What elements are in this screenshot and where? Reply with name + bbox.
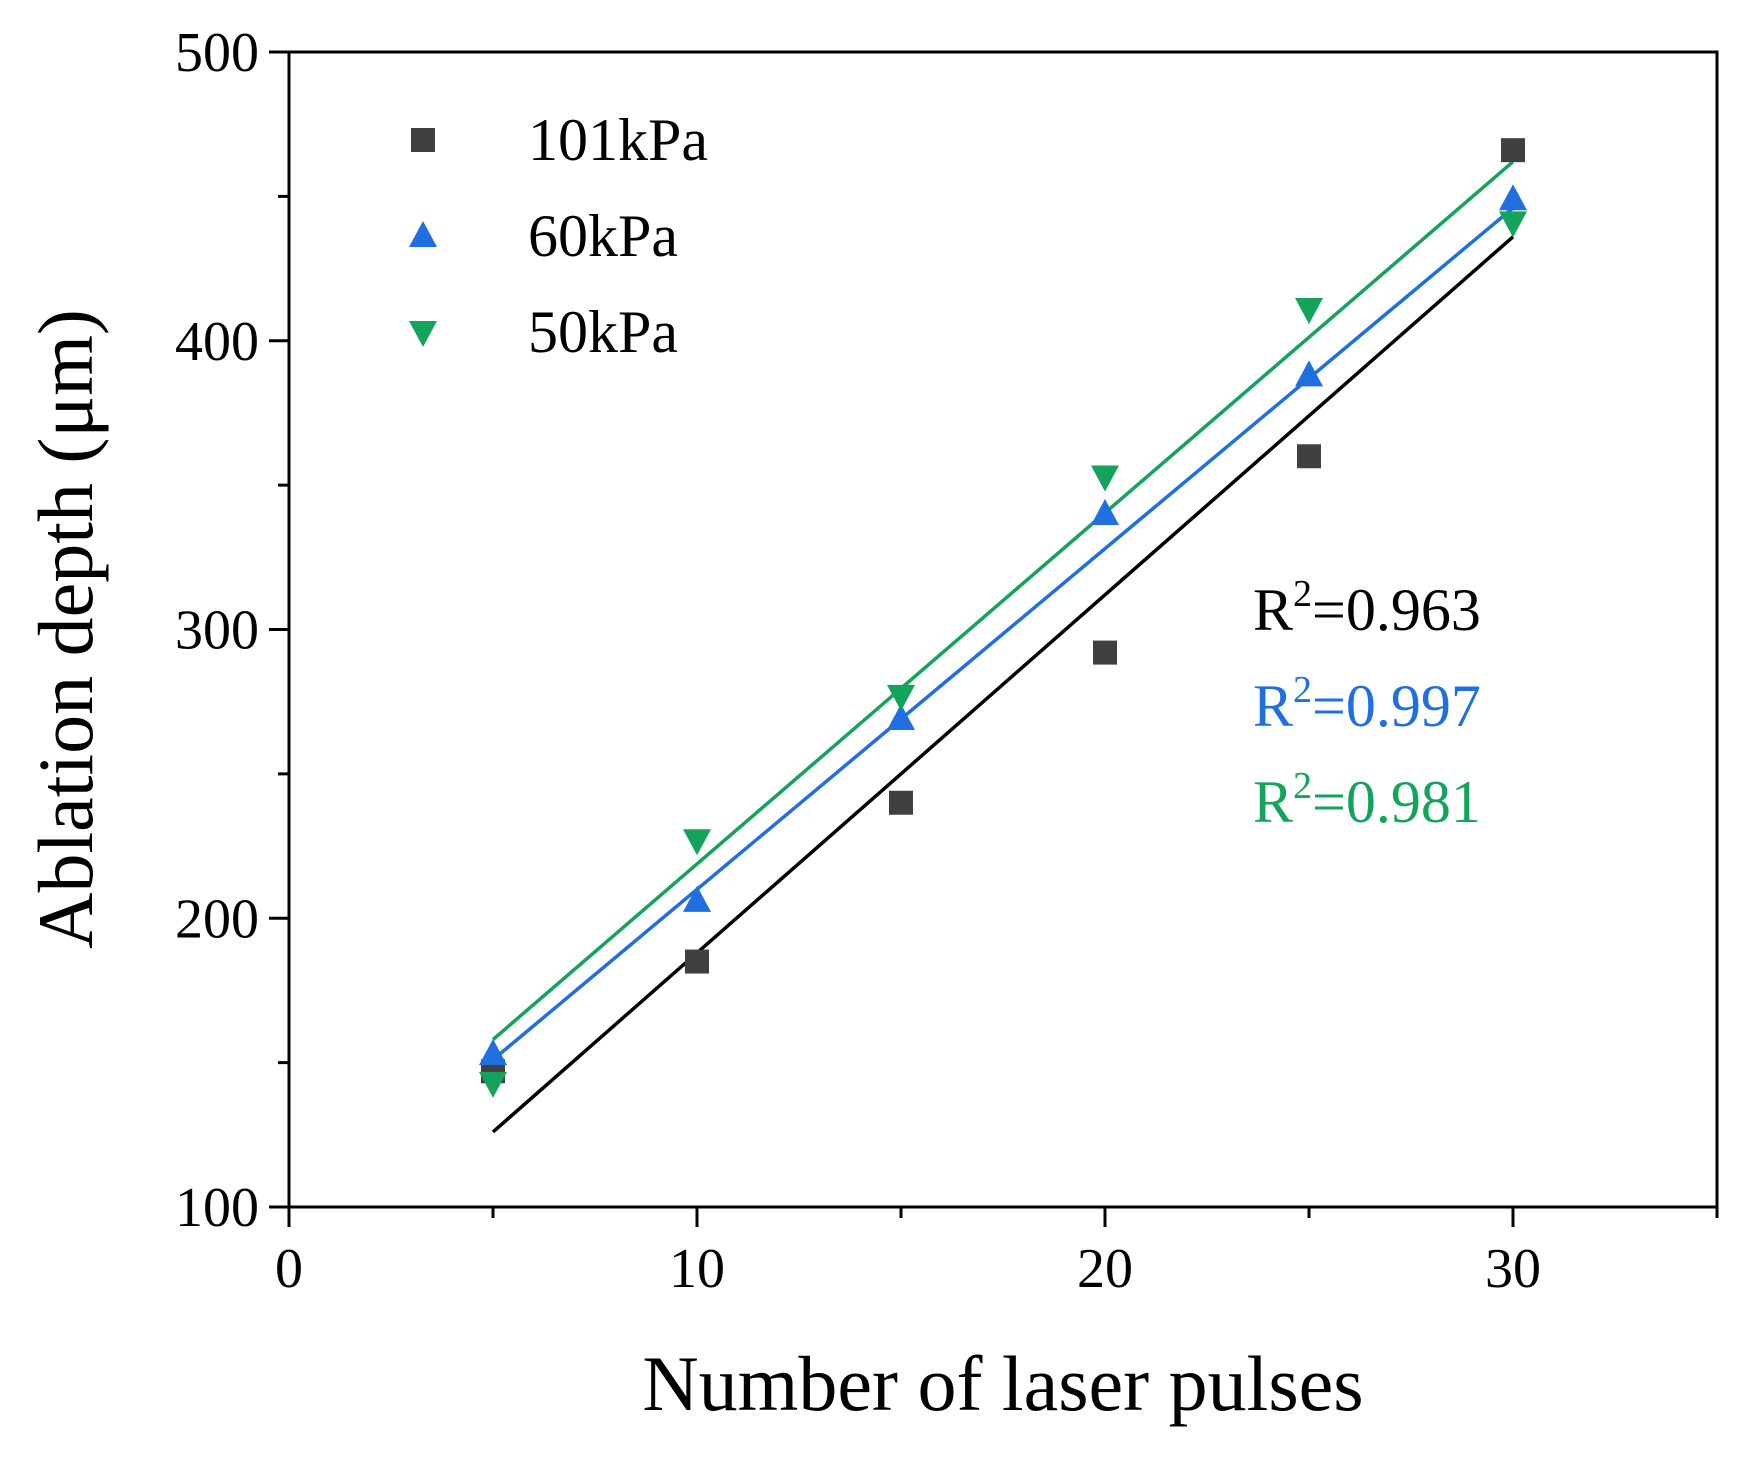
y-axis-title: Ablation depth (μm)	[22, 309, 109, 949]
point-50kpa	[1295, 297, 1323, 324]
y-tick-label: 500	[175, 22, 259, 84]
point-60kpa	[1295, 360, 1323, 387]
r2-label-50kpa: R2=0.981	[1253, 765, 1481, 835]
ticks	[269, 50, 1719, 1227]
y-tick-label: 200	[175, 888, 259, 950]
point-50kpa	[887, 684, 915, 711]
tick-labels: 0 10 20 30 100 200 300 400 500	[175, 22, 1541, 1300]
point-60kpa	[683, 885, 711, 912]
r2-label-60kpa: R2=0.997	[1253, 669, 1481, 739]
r2-superscript: 2	[1293, 573, 1312, 615]
x-tick-label: 20	[1077, 1238, 1133, 1300]
point-60kpa	[1499, 184, 1527, 211]
r2-value: =0.963	[1312, 577, 1481, 643]
point-60kpa	[887, 704, 915, 731]
point-50kpa	[1091, 465, 1119, 492]
fit-line-101kpa	[491, 235, 1515, 1134]
point-60kpa	[479, 1038, 507, 1065]
point-101kpa	[1501, 138, 1525, 163]
fit-lines	[491, 160, 1515, 1134]
x-tick-label: 30	[1485, 1238, 1541, 1300]
r2-superscript: 2	[1293, 669, 1312, 711]
legend-label-50kpa: 50kPa	[528, 299, 678, 365]
point-50kpa	[1499, 211, 1527, 238]
point-60kpa	[1091, 499, 1119, 525]
legend-label-101kpa: 101kPa	[528, 107, 708, 173]
r2-value: =0.997	[1312, 673, 1481, 739]
legend-marker-60kpa	[409, 221, 437, 247]
point-101kpa	[1093, 640, 1117, 665]
markers	[479, 138, 1527, 1098]
r2-label-101kpa: R2=0.963	[1253, 573, 1481, 643]
point-101kpa	[889, 790, 913, 815]
y-tick-label: 300	[175, 600, 259, 662]
r2-superscript: 2	[1293, 765, 1312, 807]
r2-prefix: R	[1253, 769, 1293, 835]
point-50kpa	[683, 829, 711, 856]
fit-line-50kpa	[491, 160, 1515, 1041]
x-tick-label: 10	[669, 1238, 725, 1300]
point-50kpa	[479, 1071, 507, 1098]
legend: 101kPa 60kPa 50kPa	[409, 107, 708, 365]
legend-marker-101kpa	[411, 128, 435, 152]
y-tick-label: 100	[175, 1177, 259, 1239]
r2-prefix: R	[1253, 673, 1293, 739]
y-tick-label: 400	[175, 311, 259, 373]
point-101kpa	[1297, 444, 1321, 469]
r2-prefix: R	[1253, 577, 1293, 643]
x-axis-title: Number of laser pulses	[642, 1340, 1363, 1427]
r2-value: =0.981	[1312, 769, 1481, 835]
point-101kpa	[685, 949, 709, 974]
legend-marker-50kpa	[409, 321, 437, 347]
fit-line-60kpa	[491, 206, 1515, 1062]
legend-label-60kpa: 60kPa	[528, 203, 678, 269]
x-tick-label: 0	[275, 1238, 303, 1300]
